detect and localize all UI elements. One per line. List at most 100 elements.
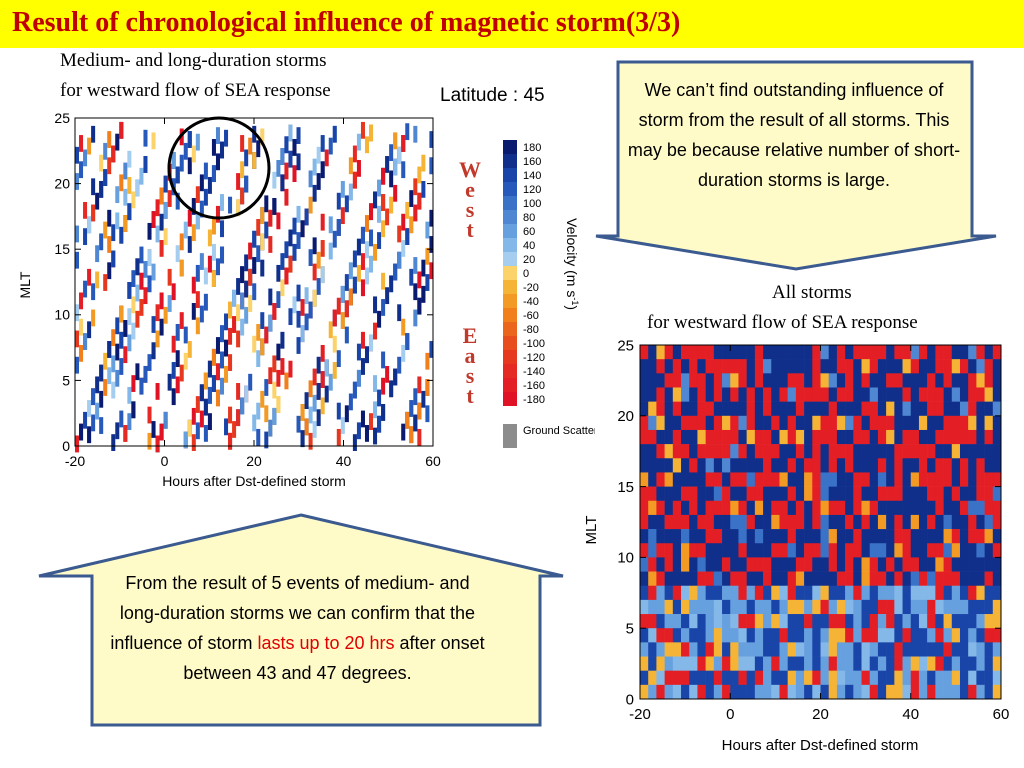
heatmap-cell	[910, 670, 920, 686]
heatmap-cell	[429, 157, 434, 175]
heatmap-cell	[779, 642, 788, 657]
colorbar-swatch	[503, 168, 517, 182]
heatmap-cell	[763, 585, 772, 601]
heatmap-cell	[984, 599, 994, 615]
heatmap-cell	[656, 345, 665, 360]
heatmap-cell	[730, 359, 739, 374]
heatmap-cell	[99, 417, 104, 434]
heatmap-cell	[159, 240, 164, 257]
heatmap-cell	[943, 557, 953, 572]
heatmap-cell	[713, 458, 723, 473]
heatmap-cell	[284, 241, 289, 259]
heatmap-cell	[820, 444, 830, 459]
heatmap-cell	[689, 401, 698, 417]
heatmap-cell	[697, 557, 706, 572]
heatmap-cell	[288, 150, 293, 168]
heatmap-cell	[103, 221, 108, 239]
heatmap-cell	[656, 486, 665, 502]
heatmap-cell	[95, 376, 100, 394]
heatmap-cell	[968, 429, 977, 445]
heatmap-cell	[256, 219, 261, 236]
heatmap-cell	[369, 124, 374, 142]
heatmap-cell	[280, 253, 285, 270]
heatmap-cell	[640, 628, 649, 643]
heatmap-cell	[804, 359, 813, 374]
heatmap-cell	[820, 514, 830, 530]
heatmap-cell	[672, 514, 682, 530]
heatmap-cell	[910, 614, 920, 629]
heatmap-cell	[771, 628, 780, 643]
heatmap-cell	[754, 543, 764, 558]
heatmap-cell	[207, 360, 212, 378]
heatmap-cell	[894, 614, 903, 629]
heatmap-cell	[115, 422, 120, 440]
heatmap-cell	[689, 514, 698, 530]
heatmap-cell	[300, 325, 305, 343]
heatmap-cell	[187, 341, 192, 358]
heatmap-cell	[288, 308, 293, 326]
heatmap-cell	[820, 571, 830, 587]
heatmap-cell	[697, 642, 706, 657]
heatmap-cell	[312, 237, 317, 255]
heatmap-cell	[308, 301, 313, 319]
heatmap-cell	[804, 429, 813, 445]
heatmap-cell	[640, 684, 649, 700]
heatmap-cell	[820, 557, 830, 572]
title-bar: Result of chronological influence of mag…	[0, 0, 1024, 48]
heatmap-cell	[730, 415, 739, 431]
heatmap-cell	[260, 207, 265, 225]
heatmap-cell	[787, 387, 797, 402]
heatmap-cell	[861, 387, 871, 402]
heatmap-cell	[360, 358, 365, 375]
heatmap-cell	[812, 486, 821, 502]
heatmap-cell	[935, 415, 944, 431]
heatmap-cell	[215, 258, 220, 276]
heatmap-cell	[910, 387, 920, 402]
heatmap-cell	[340, 180, 345, 198]
x-tick-label: 0	[726, 706, 734, 723]
vertical-letter: s	[465, 363, 475, 388]
heatmap-cell	[99, 364, 104, 382]
heatmap-cell	[812, 359, 821, 374]
heatmap-cell	[935, 429, 944, 445]
heatmap-cell	[984, 373, 994, 388]
heatmap-cell	[959, 514, 969, 530]
heatmap-cell	[869, 458, 879, 473]
heatmap-cell	[722, 642, 731, 657]
heatmap-cell	[83, 201, 88, 219]
heatmap-cell	[746, 529, 756, 544]
heatmap-cell	[804, 614, 813, 629]
heatmap-cell	[672, 628, 682, 643]
heatmap-cell	[738, 514, 747, 530]
heatmap-cell	[236, 304, 241, 322]
heatmap-cell	[968, 529, 977, 544]
heatmap-cell	[640, 415, 649, 431]
heatmap-cell	[992, 670, 1002, 686]
heatmap-cell	[779, 415, 788, 431]
heatmap-cell	[656, 514, 665, 530]
heatmap-cell	[191, 198, 196, 215]
heatmap-cell	[713, 585, 723, 601]
heatmap-cell	[75, 330, 80, 348]
heatmap-cell	[992, 401, 1002, 417]
heatmap-cell	[312, 263, 317, 281]
heatmap-cell	[268, 367, 273, 385]
heatmap-cell	[648, 486, 657, 502]
heatmap-cell	[264, 326, 269, 344]
heatmap-cell	[976, 500, 985, 516]
heatmap-cell	[779, 373, 788, 388]
heatmap-cell	[276, 159, 281, 177]
heatmap-cell	[869, 557, 879, 572]
heatmap-cell	[195, 264, 200, 282]
heatmap-cell	[746, 345, 756, 360]
bottom-callout-text: From the result of 5 events of medium- a…	[105, 568, 490, 688]
heatmap-cell	[640, 458, 649, 473]
vertical-letter: W	[459, 157, 481, 182]
heatmap-cell	[705, 486, 715, 502]
heatmap-cell	[976, 514, 985, 530]
heatmap-cell	[861, 599, 871, 615]
heatmap-cell	[405, 228, 410, 246]
vertical-letter: t	[466, 383, 474, 408]
